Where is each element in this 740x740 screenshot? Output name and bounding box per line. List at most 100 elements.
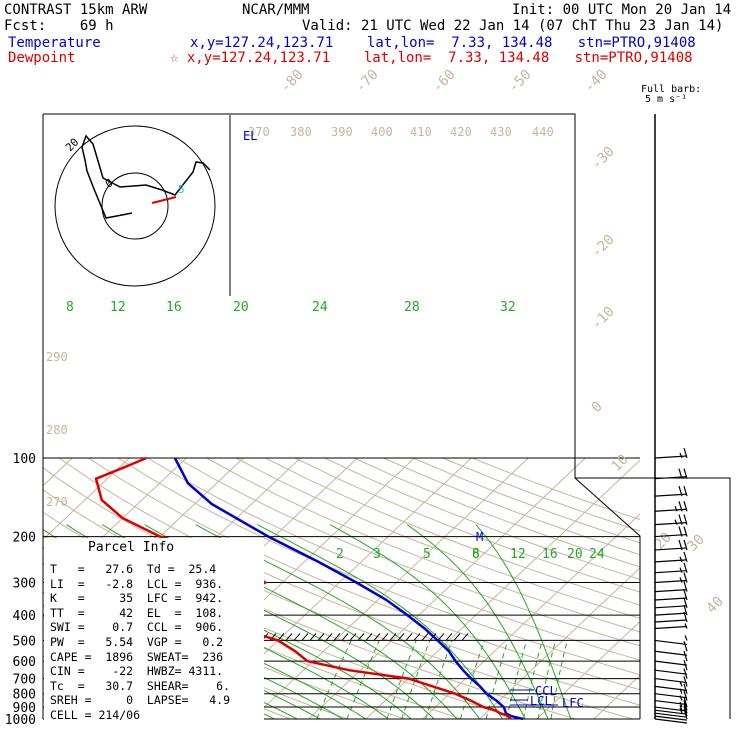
- isotherm-line: [43, 457, 130, 541]
- hodograph-trace: [81, 134, 211, 219]
- isotherm-line: [536, 620, 640, 720]
- mixing-ratio-label: 16: [166, 300, 182, 315]
- chart-annotation: EL: [243, 129, 257, 143]
- hatch-mark: [437, 633, 445, 641]
- parcel-info-row: LI = -2.8 LCL = 936.: [50, 576, 224, 591]
- mixing-ratio-label: 8: [66, 300, 74, 315]
- theta-label: 270: [46, 495, 68, 509]
- wind-barb: [654, 705, 688, 721]
- hatch-mark: [397, 633, 405, 641]
- hatch-mark: [341, 633, 349, 641]
- hatch-mark: [277, 633, 285, 641]
- parcel-info-rows: T = 27.6 Td = 25.4 LI = -2.8 LCL = 936. K …: [50, 562, 230, 723]
- moist-adiabat-line: [329, 524, 526, 720]
- parcel-info-row: CIN = -22 HWBZ= 4311.: [50, 664, 224, 679]
- mixing-ratio-line: [506, 640, 528, 720]
- theta-label: 390: [331, 125, 353, 139]
- wind-barb: [654, 699, 688, 715]
- pressure-tick-label: 300: [13, 577, 36, 592]
- wind-barb: [654, 526, 688, 538]
- dry-adiabat-line: [235, 457, 640, 619]
- isotherm-line: [479, 567, 640, 720]
- mixing-ratio-label: 12: [110, 300, 126, 315]
- mixing-ratio-line: [316, 640, 352, 720]
- temperature-legend-label: Temperature: [8, 35, 101, 51]
- pressure-tick-label: 700: [13, 673, 36, 688]
- hatch-mark: [357, 633, 365, 641]
- hatch-mark: [365, 633, 373, 641]
- hatch-mark: [373, 633, 381, 641]
- parcel-info-row: Tc = 30.7 SHEAR= 6.: [50, 678, 231, 693]
- pressure-tick-label: 900: [13, 701, 36, 716]
- wind-barb: [654, 668, 688, 684]
- org-label: NCAR/MMM: [242, 2, 310, 18]
- theta-label: 430: [490, 125, 512, 139]
- moist-adiabat-line: [475, 524, 572, 720]
- valid-time: Valid: 21 UTC Wed 22 Jan 14 (07 ChT Thu …: [302, 18, 724, 34]
- dry-adiabat-line: [88, 457, 640, 691]
- pressure-tick-label: 800: [13, 688, 36, 703]
- barb-note-units: 5 m s⁻¹: [645, 94, 688, 105]
- hatch-mark: [413, 633, 421, 641]
- wind-barb: [654, 551, 688, 563]
- wind-barb: [654, 539, 688, 551]
- mixing-ratio-line: [425, 640, 453, 720]
- pressure-tick-label: 100: [13, 452, 36, 467]
- wind-barb: [654, 562, 688, 574]
- moist-adiabat-line: [195, 524, 481, 720]
- hatch-mark: [333, 633, 341, 641]
- isotherm-label: -10: [589, 304, 618, 333]
- dry-adiabat-line: [353, 457, 640, 568]
- dry-adiabat-line: [412, 457, 640, 544]
- mixing-ratio-line: [386, 640, 417, 720]
- hatch-mark: [389, 633, 397, 641]
- hodograph-panel: [44, 115, 230, 296]
- theta-label: 420: [450, 125, 472, 139]
- isotherm-label: 0: [589, 399, 606, 416]
- hatch-mark: [453, 633, 461, 641]
- mixing-ratio-label: 24: [312, 300, 328, 315]
- parcel-info-row: PW = 5.54 VGP = 0.2: [50, 634, 224, 649]
- wind-barb: [654, 581, 688, 593]
- mixing-ratio-line: [537, 640, 556, 720]
- mixing-ratio-label: 32: [500, 300, 516, 315]
- theta-label: 440: [532, 125, 554, 139]
- parcel-info-title: Parcel Info: [88, 540, 175, 555]
- wind-barb: [654, 468, 688, 480]
- moist-adiabat-line: [144, 524, 458, 720]
- mixing-ratio-label: 16: [542, 547, 558, 562]
- dry-adiabat-line: [147, 457, 640, 661]
- wind-barb: [654, 703, 688, 718]
- mixing-ratio-line: [550, 640, 568, 720]
- forecast-hour: Fcst: 69 h: [4, 18, 114, 34]
- wind-barb: [654, 690, 688, 706]
- moist-adiabat-line: [257, 524, 503, 720]
- storm-motion-vector: [151, 196, 177, 204]
- mixing-ratio-label: 20: [567, 547, 583, 562]
- parcel-info-row: TT = 42 EL = 108.: [50, 605, 224, 620]
- parcel-info-row: SREH = 0 LAPSE= 4.9: [50, 693, 231, 708]
- mixing-ratio-label: 6: [472, 547, 480, 562]
- pressure-tick-label: 200: [13, 531, 36, 546]
- theta-label: 370: [248, 125, 270, 139]
- wind-barb: [654, 485, 688, 497]
- hatch-mark: [349, 633, 357, 641]
- pressure-tick-label: 600: [13, 655, 36, 670]
- mixing-ratio-label: 20: [233, 300, 249, 315]
- wind-barb: [654, 514, 688, 526]
- init-time: Init: 00 UTC Mon 20 Jan 14: [512, 2, 732, 18]
- mixing-ratio-label: 2: [336, 547, 344, 562]
- parcel-info-row: SWI = 0.7 CCL = 906.: [50, 620, 224, 635]
- hatch-mark: [317, 633, 325, 641]
- wind-barb: [654, 641, 688, 656]
- isotherm-label: -20: [589, 232, 618, 261]
- chart-annotation: LCL: [530, 694, 552, 708]
- isotherm-label: 30: [685, 532, 708, 555]
- wind-barb: [654, 501, 688, 512]
- temperature-profile-line: [173, 457, 524, 720]
- wind-barb: [654, 623, 688, 630]
- isotherm-line: [251, 457, 529, 720]
- chart-annotation: LFC: [562, 696, 584, 710]
- wind-barb: [654, 572, 688, 584]
- isotherm-label: -70: [353, 67, 382, 96]
